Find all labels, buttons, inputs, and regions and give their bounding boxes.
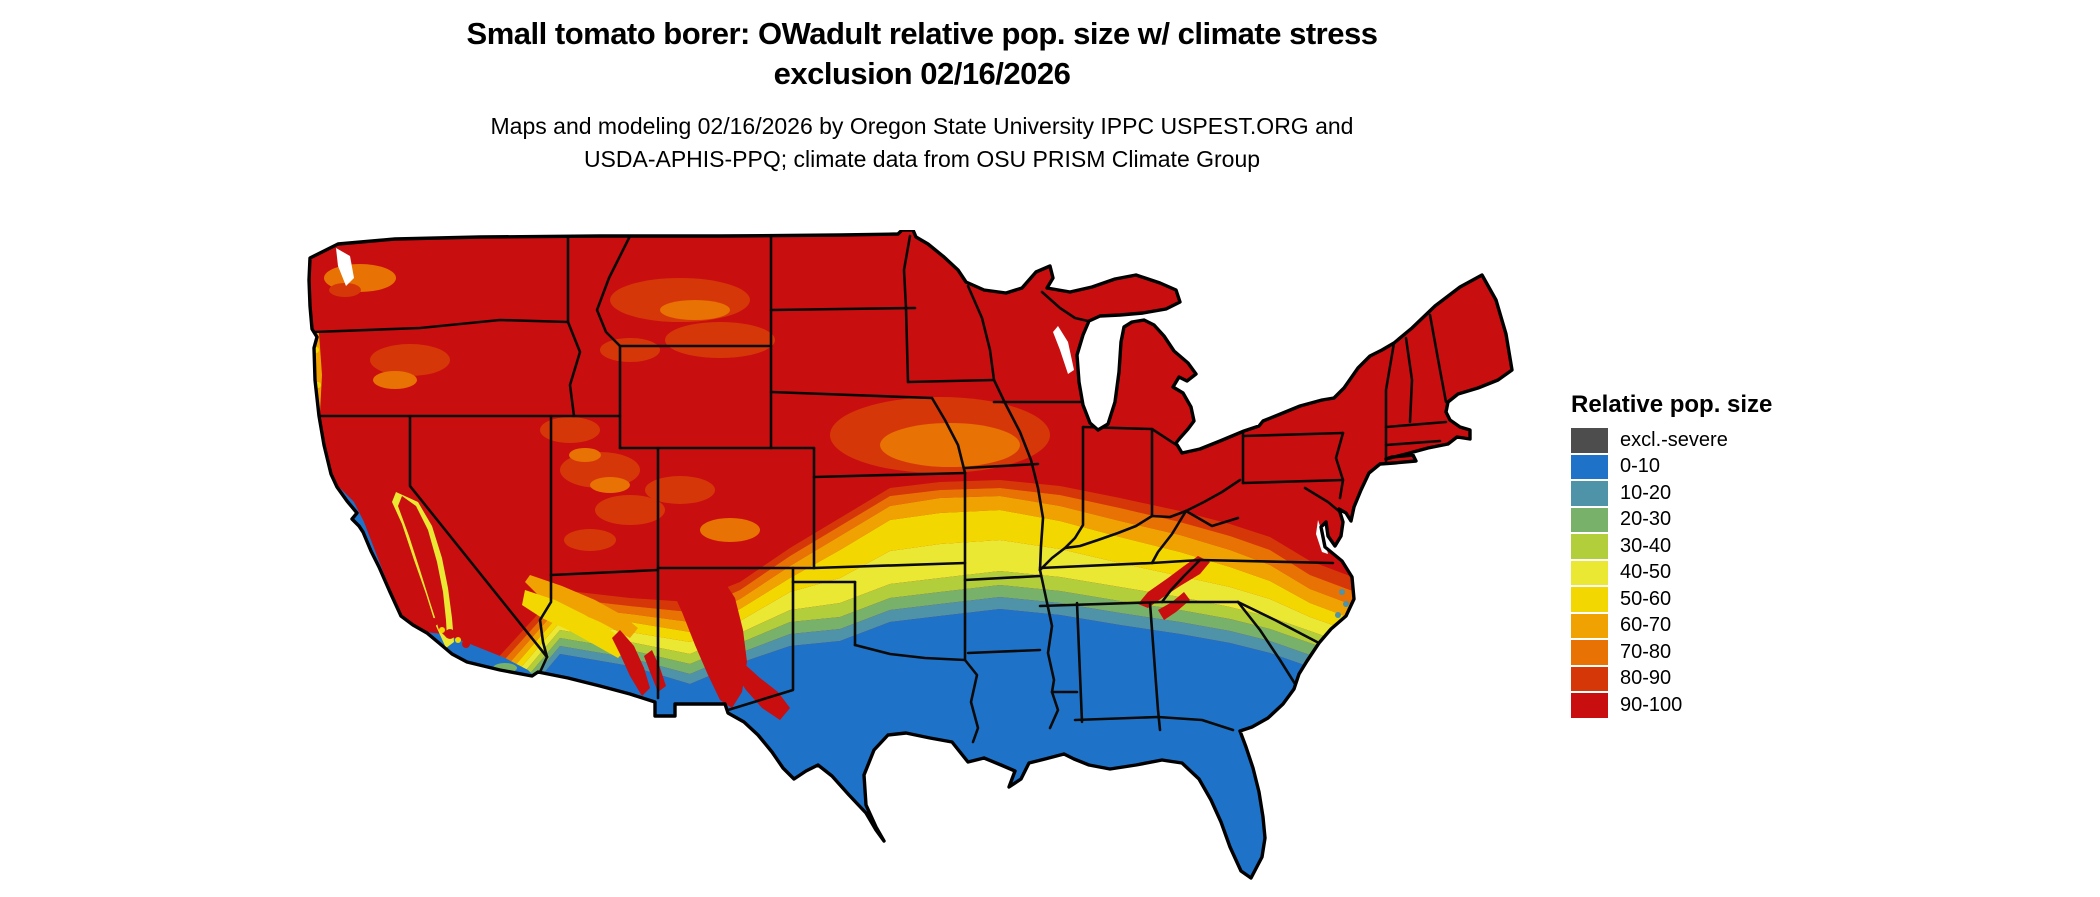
- map-raster: [309, 230, 1512, 878]
- legend-swatch: [1571, 507, 1608, 532]
- conus-outline: [307, 228, 1514, 880]
- legend-swatch: [1571, 454, 1608, 479]
- map-title: Small tomato borer: OWadult relative pop…: [320, 14, 1524, 94]
- legend-item: 90-100: [1571, 693, 1831, 718]
- legend-label: 70-80: [1620, 640, 1672, 663]
- legend-label: excl.-severe: [1620, 428, 1728, 451]
- header: Small tomato borer: OWadult relative pop…: [320, 14, 1524, 176]
- title-line-1: Small tomato borer: OWadult relative pop…: [466, 16, 1378, 51]
- legend-item: 20-30: [1571, 507, 1831, 532]
- legend-label: 60-70: [1620, 614, 1672, 637]
- legend-item: 50-60: [1571, 587, 1831, 612]
- legend: Relative pop. size excl.-severe 0-10 10-20…: [1571, 391, 1831, 718]
- legend-title: Relative pop. size: [1571, 391, 1773, 418]
- legend-item: 60-70: [1571, 613, 1831, 638]
- legend-item: 30-40: [1571, 534, 1831, 559]
- subtitle-line-2: USDA-APHIS-PPQ; climate data from OSU PR…: [583, 146, 1261, 172]
- legend-label: 50-60: [1620, 587, 1672, 610]
- legend-label: 30-40: [1620, 534, 1672, 557]
- legend-label: 20-30: [1620, 508, 1672, 531]
- legend-item: 0-10: [1571, 454, 1831, 479]
- legend-item: 40-50: [1571, 560, 1831, 585]
- us-choropleth-map: [300, 228, 1540, 892]
- legend-swatch: [1571, 481, 1608, 506]
- state-borders: [312, 234, 1448, 744]
- legend-items: excl.-severe 0-10 10-20 20-30 30-40 40-50 50-6…: [1571, 428, 1831, 718]
- subtitle-line-1: Maps and modeling 02/16/2026 by Oregon S…: [490, 113, 1354, 139]
- legend-swatch: [1571, 613, 1608, 638]
- legend-swatch: [1571, 428, 1608, 453]
- legend-label: 0-10: [1620, 455, 1661, 478]
- legend-swatch: [1571, 693, 1608, 718]
- legend-label: 10-20: [1620, 481, 1672, 504]
- legend-item: 10-20: [1571, 481, 1831, 506]
- legend-swatch: [1571, 587, 1608, 612]
- legend-label: 90-100: [1620, 693, 1683, 716]
- legend-label: 80-90: [1620, 667, 1672, 690]
- legend-swatch: [1571, 666, 1608, 691]
- legend-label: 40-50: [1620, 561, 1672, 584]
- legend-item: 80-90: [1571, 666, 1831, 691]
- legend-swatch: [1571, 640, 1608, 665]
- legend-swatch: [1571, 560, 1608, 585]
- map-subtitle: Maps and modeling 02/16/2026 by Oregon S…: [320, 110, 1524, 176]
- us-map-svg: [307, 228, 1514, 880]
- legend-item: 70-80: [1571, 640, 1831, 665]
- legend-item: excl.-severe: [1571, 428, 1831, 453]
- legend-swatch: [1571, 534, 1608, 559]
- title-line-2: exclusion 02/16/2026: [773, 56, 1071, 91]
